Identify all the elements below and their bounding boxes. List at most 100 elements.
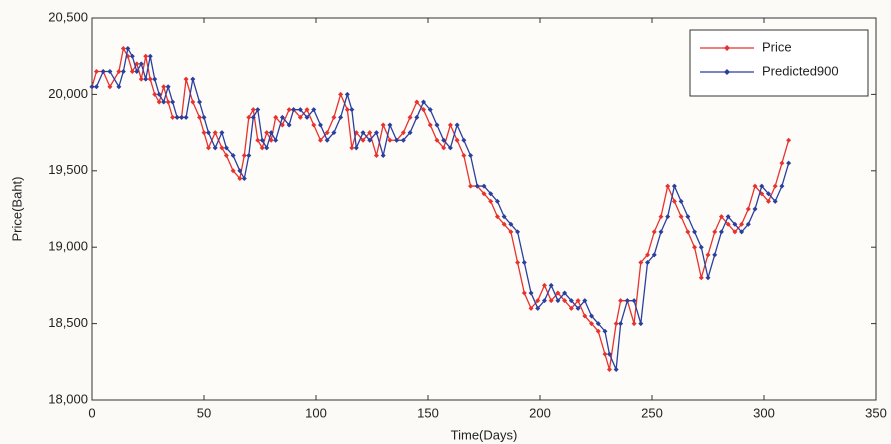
legend-marker <box>724 45 730 51</box>
y-tick-label: 19,000 <box>48 239 88 254</box>
data-point <box>255 137 261 143</box>
data-point <box>107 84 113 90</box>
data-point <box>129 53 135 59</box>
data-point <box>732 229 738 235</box>
data-point <box>535 298 541 304</box>
data-point <box>678 214 684 220</box>
data-point <box>765 191 771 197</box>
data-point <box>89 84 95 90</box>
data-point <box>739 221 745 227</box>
data-point <box>698 244 704 250</box>
data-point <box>501 221 507 227</box>
data-point <box>353 145 359 151</box>
data-point <box>541 282 547 288</box>
data-point <box>739 229 745 235</box>
data-point <box>645 259 651 265</box>
data-point <box>515 229 521 235</box>
data-point <box>152 91 158 97</box>
data-point <box>367 130 373 136</box>
data-point <box>161 84 167 90</box>
y-tick-label: 18,500 <box>48 315 88 330</box>
data-point <box>638 321 644 327</box>
data-point <box>606 366 612 372</box>
data-point <box>602 328 608 334</box>
data-point <box>447 145 453 151</box>
data-point <box>651 229 657 235</box>
data-point <box>324 130 330 136</box>
data-point <box>344 91 350 97</box>
x-tick-label: 50 <box>197 405 211 420</box>
data-point <box>508 221 514 227</box>
data-point <box>230 168 236 174</box>
data-point <box>575 305 581 311</box>
data-point <box>219 145 225 151</box>
data-point <box>116 84 122 90</box>
data-point <box>147 76 153 82</box>
data-point <box>120 46 126 52</box>
data-point <box>387 137 393 143</box>
data-point <box>427 107 433 113</box>
data-point <box>454 122 460 128</box>
data-point <box>468 153 474 159</box>
data-point <box>618 298 624 304</box>
data-point <box>638 259 644 265</box>
data-point <box>297 107 303 113</box>
data-point <box>273 114 279 120</box>
data-point <box>725 214 731 220</box>
data-point <box>259 145 265 151</box>
data-point <box>170 114 176 120</box>
data-point <box>138 76 144 82</box>
data-point <box>665 183 671 189</box>
data-point <box>165 99 171 105</box>
data-point <box>494 214 500 220</box>
data-point <box>658 229 664 235</box>
data-point <box>692 244 698 250</box>
data-point <box>360 130 366 136</box>
data-point <box>394 137 400 143</box>
data-point <box>147 53 153 59</box>
data-point <box>678 198 684 204</box>
data-point <box>268 130 274 136</box>
data-point <box>311 122 317 128</box>
data-point <box>143 53 149 59</box>
data-point <box>183 114 189 120</box>
x-tick-label: 100 <box>305 405 327 420</box>
data-point <box>286 107 292 113</box>
data-point <box>241 153 247 159</box>
data-point <box>595 321 601 327</box>
data-point <box>179 114 185 120</box>
legend-label: Predicted900 <box>762 63 839 78</box>
y-tick-label: 18,000 <box>48 391 88 406</box>
data-point <box>407 114 413 120</box>
data-point <box>349 107 355 113</box>
data-point <box>212 145 218 151</box>
data-point <box>562 298 568 304</box>
data-point <box>481 183 487 189</box>
data-point <box>138 61 144 67</box>
data-point <box>190 76 196 82</box>
data-point <box>732 221 738 227</box>
data-point <box>508 229 514 235</box>
data-point <box>304 107 310 113</box>
data-point <box>219 130 225 136</box>
data-point <box>324 137 330 143</box>
data-point <box>461 153 467 159</box>
data-point <box>698 275 704 281</box>
data-point <box>454 137 460 143</box>
data-point <box>237 168 243 174</box>
x-axis-label: Time(Days) <box>451 427 518 442</box>
data-point <box>120 68 126 74</box>
data-point <box>421 107 427 113</box>
data-point <box>197 99 203 105</box>
data-point <box>174 114 180 120</box>
data-point <box>255 107 261 113</box>
data-point <box>488 191 494 197</box>
data-point <box>197 114 203 120</box>
data-point <box>752 183 758 189</box>
y-tick-label: 19,500 <box>48 162 88 177</box>
data-point <box>665 214 671 220</box>
data-point <box>230 153 236 159</box>
data-point <box>692 229 698 235</box>
data-point <box>521 259 527 265</box>
